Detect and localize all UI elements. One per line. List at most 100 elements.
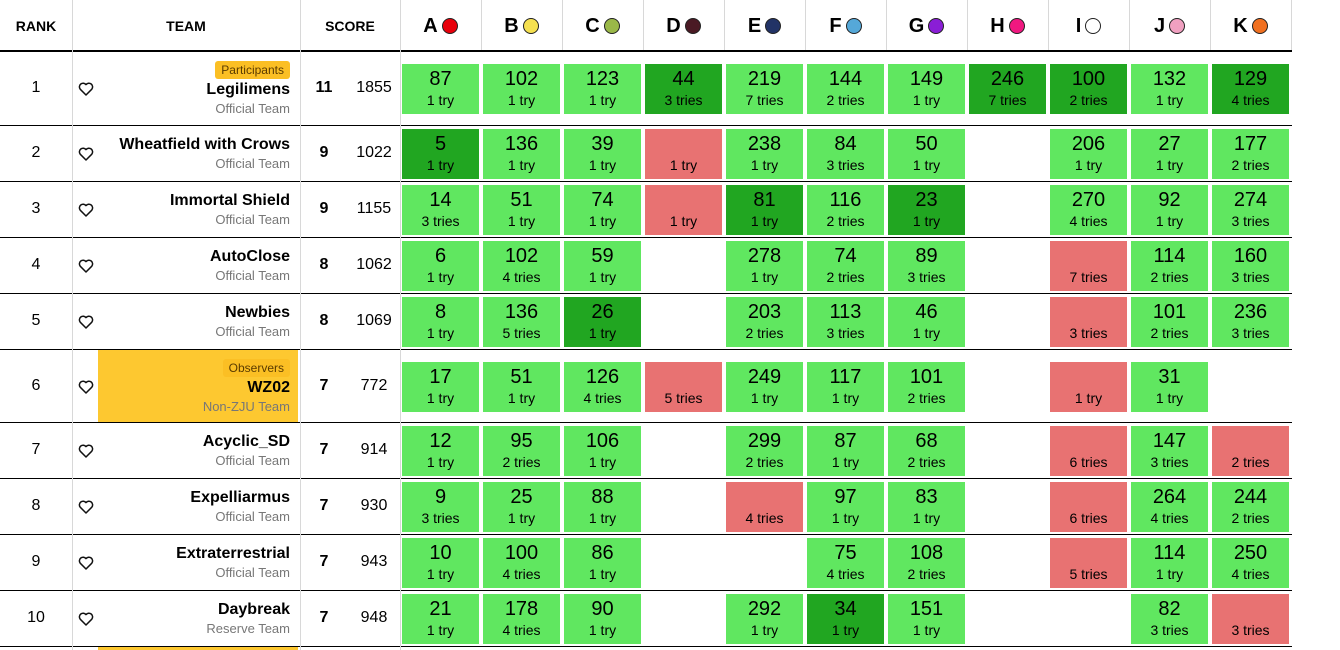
problem-cell-e[interactable]: 299 2 tries bbox=[726, 426, 803, 476]
problem-cell-f[interactable]: 116 2 tries bbox=[807, 185, 884, 235]
problem-header-k[interactable]: K bbox=[1210, 0, 1291, 52]
problem-cell-d[interactable]: 1 try bbox=[645, 185, 722, 235]
problem-cell-g[interactable]: 83 1 try bbox=[888, 482, 965, 532]
problem-cell-b[interactable]: 136 5 tries bbox=[483, 297, 560, 347]
problem-cell-i[interactable]: 206 1 try bbox=[1050, 129, 1127, 179]
problem-header-h[interactable]: H bbox=[967, 0, 1048, 52]
heart-icon[interactable] bbox=[78, 202, 94, 218]
problem-cell-a[interactable]: 5 1 try bbox=[402, 129, 479, 179]
problem-cell-e[interactable]: 292 1 try bbox=[726, 594, 803, 644]
problem-cell-e[interactable]: 219 7 tries bbox=[726, 64, 803, 114]
problem-cell-a[interactable]: 8 1 try bbox=[402, 297, 479, 347]
problem-cell-j[interactable]: 101 2 tries bbox=[1131, 297, 1208, 347]
team-cell[interactable]: Acyclic_SD Official Team bbox=[98, 432, 298, 470]
problem-header-e[interactable]: E bbox=[724, 0, 805, 52]
team-name[interactable]: Expelliarmus bbox=[190, 489, 290, 506]
problem-cell-k[interactable]: 274 3 tries bbox=[1212, 185, 1289, 235]
problem-cell-a[interactable]: 17 1 try bbox=[402, 361, 479, 412]
problem-cell-j[interactable]: 147 3 tries bbox=[1131, 426, 1208, 476]
rank-header[interactable]: RANK bbox=[15, 18, 57, 34]
heart-icon[interactable] bbox=[78, 555, 94, 571]
team-cell[interactable]: Immortal Shield Official Team bbox=[98, 191, 298, 229]
problem-cell-d[interactable]: 1 try bbox=[645, 129, 722, 179]
problem-cell-e[interactable]: 81 1 try bbox=[726, 185, 803, 235]
team-cell[interactable]: AutoClose Official Team bbox=[98, 247, 298, 285]
problem-cell-f[interactable]: 97 1 try bbox=[807, 482, 884, 532]
problem-cell-j[interactable]: 132 1 try bbox=[1131, 64, 1208, 114]
problem-cell-j[interactable]: 264 4 tries bbox=[1131, 482, 1208, 532]
problem-cell-g[interactable]: 50 1 try bbox=[888, 129, 965, 179]
heart-icon[interactable] bbox=[78, 499, 94, 515]
team-cell[interactable]: Newbies Official Team bbox=[98, 303, 298, 341]
table-row[interactable]: 9 Extraterrestrial Official Team 7 943 10 1 tr… bbox=[0, 535, 1292, 591]
problem-cell-k[interactable]: 129 4 tries bbox=[1212, 64, 1289, 114]
problem-cell-c[interactable]: 39 1 try bbox=[564, 129, 641, 179]
table-row[interactable]: 5 Newbies Official Team 8 1069 8 1 try 136 5 tri… bbox=[0, 294, 1292, 350]
problem-cell-g[interactable]: 46 1 try bbox=[888, 297, 965, 347]
heart-icon[interactable] bbox=[78, 146, 94, 162]
team-name[interactable]: Wheatfield with Crows bbox=[119, 136, 290, 153]
problem-cell-b[interactable]: 102 4 tries bbox=[483, 241, 560, 291]
team-name[interactable]: Acyclic_SD bbox=[202, 433, 290, 450]
problem-cell-g[interactable]: 151 1 try bbox=[888, 594, 965, 644]
problem-header-g[interactable]: G bbox=[886, 0, 967, 52]
team-name[interactable]: Legilimens bbox=[206, 81, 290, 98]
problem-cell-j[interactable]: 31 1 try bbox=[1131, 361, 1208, 412]
problem-cell-g[interactable]: 68 2 tries bbox=[888, 426, 965, 476]
table-row[interactable]: 10 Daybreak Reserve Team 7 948 21 1 try 178 4 tr… bbox=[0, 591, 1292, 647]
team-cell[interactable]: Expelliarmus Official Team bbox=[98, 488, 298, 526]
problem-cell-b[interactable]: 51 1 try bbox=[483, 185, 560, 235]
problem-cell-e[interactable]: 4 tries bbox=[726, 482, 803, 532]
problem-cell-j[interactable]: 114 2 tries bbox=[1131, 241, 1208, 291]
problem-cell-c[interactable]: 126 4 tries bbox=[564, 361, 641, 412]
problem-cell-e[interactable]: 203 2 tries bbox=[726, 297, 803, 347]
problem-cell-a[interactable]: 87 1 try bbox=[402, 64, 479, 114]
problem-cell-i[interactable]: 7 tries bbox=[1050, 241, 1127, 291]
team-cell[interactable]: Daybreak Reserve Team bbox=[98, 600, 298, 638]
problem-header-b[interactable]: B bbox=[481, 0, 562, 52]
team-name[interactable]: AutoClose bbox=[210, 248, 290, 265]
problem-cell-g[interactable]: 149 1 try bbox=[888, 64, 965, 114]
problem-header-d[interactable]: D bbox=[643, 0, 724, 52]
problem-cell-g[interactable]: 101 2 tries bbox=[888, 361, 965, 412]
problem-cell-h[interactable]: 246 7 tries bbox=[969, 64, 1046, 114]
problem-header-i[interactable]: I bbox=[1048, 0, 1129, 52]
problem-cell-f[interactable]: 84 3 tries bbox=[807, 129, 884, 179]
problem-cell-b[interactable]: 100 4 tries bbox=[483, 538, 560, 588]
heart-icon[interactable] bbox=[78, 443, 94, 459]
problem-cell-c[interactable]: 106 1 try bbox=[564, 426, 641, 476]
problem-cell-k[interactable]: 244 2 tries bbox=[1212, 482, 1289, 532]
problem-cell-g[interactable]: 108 2 tries bbox=[888, 538, 965, 588]
problem-cell-k[interactable]: 250 4 tries bbox=[1212, 538, 1289, 588]
problem-cell-c[interactable]: 90 1 try bbox=[564, 594, 641, 644]
problem-cell-b[interactable]: 95 2 tries bbox=[483, 426, 560, 476]
problem-cell-j[interactable]: 27 1 try bbox=[1131, 129, 1208, 179]
problem-cell-a[interactable]: 21 1 try bbox=[402, 594, 479, 644]
problem-cell-k[interactable]: 177 2 tries bbox=[1212, 129, 1289, 179]
problem-cell-c[interactable]: 59 1 try bbox=[564, 241, 641, 291]
heart-icon[interactable] bbox=[78, 81, 94, 97]
problem-cell-e[interactable]: 278 1 try bbox=[726, 241, 803, 291]
problem-cell-b[interactable]: 25 1 try bbox=[483, 482, 560, 532]
problem-cell-c[interactable]: 88 1 try bbox=[564, 482, 641, 532]
problem-cell-b[interactable]: 178 4 tries bbox=[483, 594, 560, 644]
table-row[interactable]: 1 Participants Legilimens Official Team 11 18… bbox=[0, 52, 1292, 126]
problem-cell-f[interactable]: 34 1 try bbox=[807, 594, 884, 644]
table-row[interactable]: 4 AutoClose Official Team 8 1062 6 1 try 102 4 t… bbox=[0, 238, 1292, 294]
problem-cell-g[interactable]: 89 3 tries bbox=[888, 241, 965, 291]
problem-cell-b[interactable]: 51 1 try bbox=[483, 361, 560, 412]
problem-cell-c[interactable]: 74 1 try bbox=[564, 185, 641, 235]
problem-cell-f[interactable]: 87 1 try bbox=[807, 426, 884, 476]
team-header[interactable]: TEAM bbox=[166, 18, 206, 34]
team-cell[interactable]: Participants Legilimens Official Team bbox=[98, 60, 298, 118]
problem-header-j[interactable]: J bbox=[1129, 0, 1210, 52]
score-header[interactable]: SCORE bbox=[325, 18, 375, 34]
problem-cell-k[interactable]: 2 tries bbox=[1212, 426, 1289, 476]
team-cell[interactable]: Extraterrestrial Official Team bbox=[98, 544, 298, 582]
problem-cell-k[interactable]: 3 tries bbox=[1212, 594, 1289, 644]
table-row[interactable]: 3 Immortal Shield Official Team 9 1155 14 3 tr… bbox=[0, 182, 1292, 238]
problem-cell-g[interactable]: 23 1 try bbox=[888, 185, 965, 235]
table-row[interactable]: 2 Wheatfield with Crows Official Team 9 1022… bbox=[0, 126, 1292, 182]
problem-header-a[interactable]: A bbox=[400, 0, 481, 52]
problem-cell-f[interactable]: 74 2 tries bbox=[807, 241, 884, 291]
